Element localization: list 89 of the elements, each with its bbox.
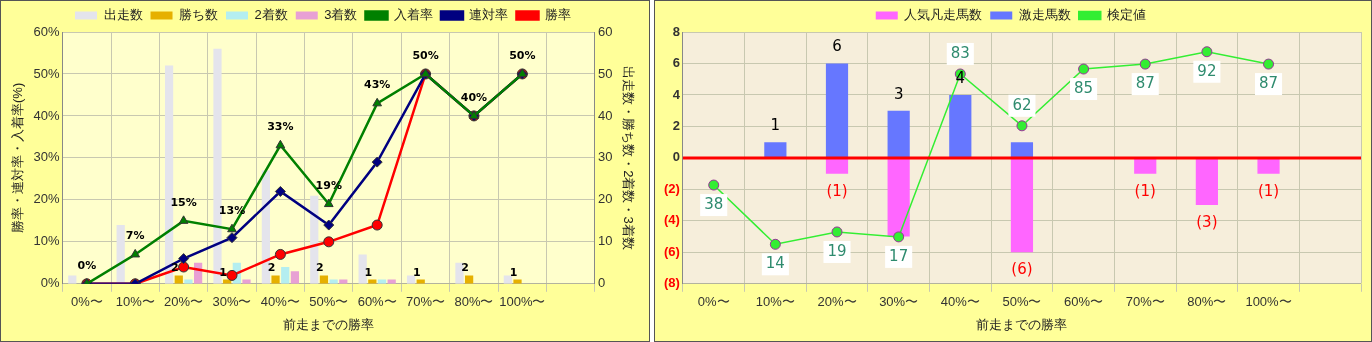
- data-label: 15%: [170, 195, 197, 209]
- x-tick-label: 50%〜: [1002, 294, 1042, 310]
- data-label: (6): [1011, 260, 1033, 279]
- data-label: 50%: [509, 48, 536, 62]
- y-tick-label: (8): [664, 275, 680, 291]
- y2-tick-label: 0: [597, 275, 606, 291]
- x-tick-label: 100%〜: [499, 294, 546, 310]
- data-label: 83: [950, 43, 970, 62]
- data-label: 92: [1197, 61, 1217, 80]
- y2-tick-label: 20: [597, 191, 613, 207]
- y-tick-label: 0%: [40, 275, 61, 291]
- x-tick-label: 70%〜: [406, 294, 446, 310]
- legend-label: 連対率: [469, 7, 509, 23]
- y2-tick-label: 30: [597, 149, 613, 165]
- y2-axis-title: 出走数・勝ち数・2着数・3着数: [620, 66, 636, 250]
- y-tick-label: 60%: [33, 23, 61, 39]
- y2-tick-label: 50: [597, 65, 613, 81]
- y-tick-label: 2: [672, 118, 680, 133]
- data-label: 3: [893, 84, 904, 103]
- data-label: 85: [1074, 78, 1094, 97]
- data-label: 2: [316, 261, 324, 275]
- legend-label: 入着率: [393, 7, 433, 23]
- data-label: 43%: [364, 78, 391, 92]
- data-label: 38: [704, 194, 724, 213]
- data-label: (3): [1196, 213, 1218, 232]
- x-axis-title: 前走までの勝率: [283, 316, 375, 332]
- data-label: (1): [1257, 181, 1280, 200]
- x-tick-label: 100%〜: [1245, 294, 1292, 310]
- x-tick-label: 20%〜: [817, 294, 857, 310]
- legend-label: 人気凡走馬数: [904, 7, 983, 23]
- data-label: 1: [412, 265, 421, 279]
- data-label: 7%: [125, 229, 145, 243]
- data-label: 1: [509, 265, 518, 279]
- y-tick-label: 10%: [33, 233, 61, 249]
- y2-tick-label: 60: [597, 23, 613, 39]
- x-tick-label: 40%〜: [260, 294, 300, 310]
- data-label: 1: [770, 116, 781, 135]
- data-label: 87: [1258, 73, 1279, 92]
- legend-label: 出走数: [103, 7, 143, 23]
- legend-label: 2着数: [254, 7, 288, 23]
- data-label: 87: [1135, 73, 1155, 92]
- x-tick-label: 10%〜: [755, 294, 795, 310]
- data-label: (1): [1134, 181, 1156, 200]
- y-tick-label: 8: [672, 23, 680, 39]
- y2-tick-label: 40: [597, 107, 613, 123]
- data-label: 1: [364, 265, 373, 279]
- x-tick-label: 70%〜: [1125, 294, 1165, 310]
- y-tick-label: (4): [664, 212, 680, 228]
- data-label: 40%: [460, 90, 488, 104]
- data-label: 0%: [77, 258, 97, 272]
- y-tick-label: 40%: [33, 107, 61, 123]
- x-tick-label: 0%〜: [70, 294, 103, 310]
- y-tick-label: 20%: [33, 191, 61, 207]
- y-axis-title: 勝率・連対率・入着率(%): [10, 82, 26, 234]
- y-tick-label: 50%: [33, 65, 61, 81]
- x-tick-label: 40%〜: [940, 294, 980, 310]
- y2-tick-label: 10: [597, 233, 613, 249]
- legend-label: 勝率: [544, 7, 571, 23]
- x-tick-label: 60%〜: [357, 294, 397, 310]
- data-label: 2: [267, 261, 276, 275]
- legend-label: 激走馬数: [1018, 7, 1071, 23]
- x-tick-label: 10%〜: [115, 294, 155, 310]
- y-tick-label: (6): [664, 243, 680, 259]
- data-label: 19: [827, 241, 847, 260]
- data-label: 33%: [267, 120, 294, 134]
- y-tick-label: 0: [672, 149, 680, 165]
- x-tick-label: 30%〜: [879, 294, 919, 310]
- y-tick-label: 6: [672, 55, 680, 71]
- x-axis-title: 前走までの勝率: [976, 316, 1068, 332]
- x-tick-label: 20%〜: [164, 294, 204, 310]
- data-label: 14: [765, 254, 785, 273]
- x-tick-label: 60%〜: [1064, 294, 1104, 310]
- data-label: 17: [889, 246, 909, 265]
- x-tick-label: 80%〜: [1187, 294, 1227, 310]
- x-tick-label: 0%〜: [697, 294, 730, 310]
- data-label: 6: [832, 37, 842, 56]
- legend-label: 勝ち数: [179, 7, 219, 23]
- y-tick-label: (2): [664, 180, 680, 196]
- data-label: 50%: [412, 48, 439, 62]
- y-tick-label: 30%: [33, 149, 61, 165]
- data-label: 62: [1012, 95, 1032, 114]
- data-label: 2: [461, 261, 469, 275]
- x-tick-label: 50%〜: [309, 294, 349, 310]
- data-label: (1): [826, 181, 848, 200]
- x-tick-label: 30%〜: [212, 294, 252, 310]
- legend-label: 3着数: [324, 7, 358, 23]
- x-tick-label: 80%〜: [454, 294, 494, 310]
- legend-label: 検定値: [1107, 7, 1147, 23]
- y-tick-label: 4: [672, 86, 681, 102]
